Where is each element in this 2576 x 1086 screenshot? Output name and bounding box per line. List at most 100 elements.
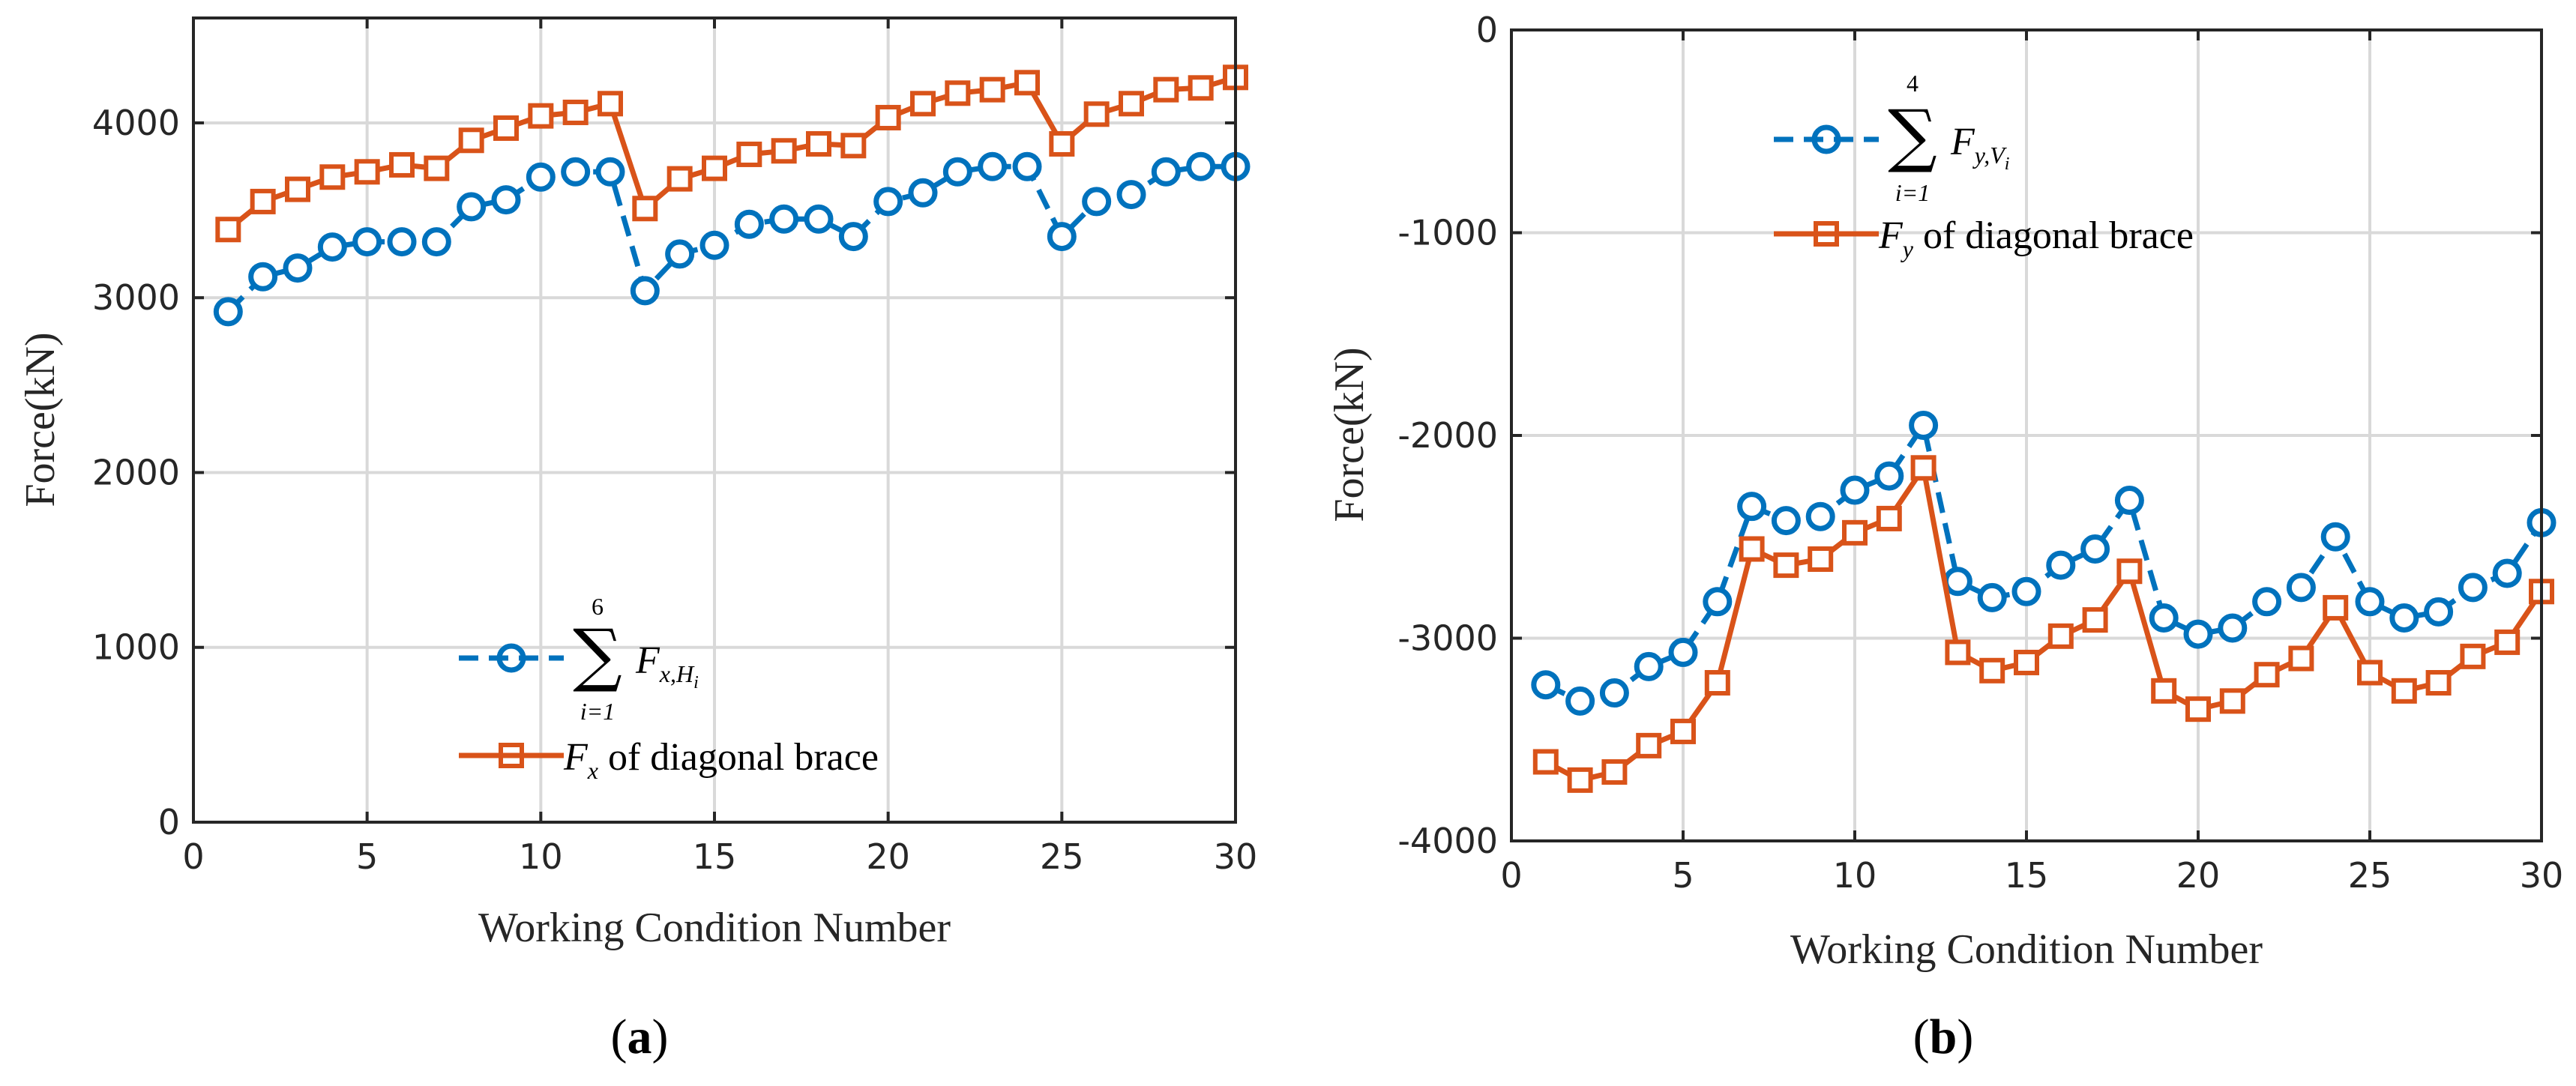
b-point-sum_Fy_V-5 (1668, 637, 1698, 667)
b-point-Fy_diagonal_brace-18 (2116, 558, 2143, 585)
b-point-Fy_diagonal_brace-26 (2391, 678, 2417, 704)
a-point-Fx_diagonal_brace-16 (736, 141, 762, 167)
a-point-sum_Fx_H-27 (1116, 180, 1146, 210)
b-point-Fy_diagonal_brace-23 (2288, 645, 2314, 672)
a-point-Fx_diagonal_brace-3 (285, 176, 310, 202)
b-point-Fy_diagonal_brace-28 (2460, 643, 2486, 669)
b-ylabel: Force(kN) (1326, 347, 1373, 522)
b-legend-marker-2 (1814, 221, 1839, 247)
a-point-sum_Fx_H-9 (491, 185, 521, 215)
a-point-sum_Fx_H-4 (317, 232, 347, 262)
b-point-Fy_diagonal_brace-12 (1910, 455, 1936, 481)
b-xlabel: Working Condition Number (1790, 926, 2263, 973)
b-ytick-label: -3000 (1397, 618, 1498, 659)
b-point-Fy_diagonal_brace-25 (2357, 660, 2383, 686)
a-point-Fx_diagonal_brace-28 (1153, 76, 1179, 103)
b-xtick-label: 15 (2005, 855, 2049, 896)
b-point-sum_Fy_V-19 (2149, 603, 2179, 633)
b-point-sum_Fy_V-3 (1599, 678, 1629, 708)
a-point-sum_Fx_H-28 (1151, 157, 1181, 187)
b-tick-labels: 0 5 10 15 20 25 30 0 -1000 -2000 -3000 -4000 (1397, 10, 2563, 896)
a-point-Fx_diagonal_brace-15 (702, 155, 727, 181)
b-point-Fy_diagonal_brace-11 (1876, 505, 1902, 531)
b-point-sum_Fy_V-8 (1771, 506, 1801, 536)
b-point-Fy_diagonal_brace-19 (2151, 678, 2177, 704)
a-point-sum_Fx_H-2 (248, 262, 278, 292)
a-xtick-label: 0 (182, 836, 204, 877)
b-ytick-label: -4000 (1397, 821, 1498, 861)
a-point-sum_Fx_H-15 (699, 230, 729, 260)
b-point-Fy_diagonal_brace-8 (1773, 552, 1799, 579)
a-xtick-label: 25 (1040, 836, 1084, 877)
b-xtick-label: 10 (1833, 855, 1877, 896)
b-point-sum_Fy_V-21 (2218, 613, 2248, 643)
a-point-Fx_diagonal_brace-19 (840, 133, 867, 159)
a-point-sum_Fx_H-8 (457, 192, 487, 222)
b-ytick-label: -2000 (1397, 415, 1498, 456)
a-point-sum_Fx_H-24 (1012, 151, 1042, 181)
b-point-sum_Fy_V-22 (2252, 587, 2282, 617)
a-legend-label-2: Fx of diagonal brace (563, 736, 879, 784)
a-point-Fx_diagonal_brace-13 (632, 196, 658, 222)
a-point-sum_Fx_H-6 (387, 227, 417, 257)
a-point-sum_Fx_H-21 (908, 178, 938, 208)
b-point-sum_Fy_V-23 (2286, 573, 2316, 603)
b-point-sum_Fy_V-18 (2114, 486, 2144, 516)
b-xtick-label: 0 (1500, 855, 1522, 896)
b-point-sum_Fy_V-6 (1703, 587, 1733, 617)
b-point-sum_Fy_V-12 (1909, 410, 1939, 440)
b-point-Fy_diagonal_brace-2 (1567, 767, 1593, 793)
a-caption: (a) (611, 1010, 669, 1064)
a-legend-entry-2: Fx of diagonal brace (459, 736, 879, 784)
a-legend-marker-1 (496, 643, 526, 673)
a-point-sum_Fx_H-13 (630, 276, 660, 306)
b-legend-label-2: Fy of diagonal brace (1878, 214, 2194, 262)
a-point-sum_Fx_H-26 (1082, 187, 1112, 217)
a-point-Fx_diagonal_brace-2 (250, 188, 276, 214)
a-xlabel: Working Condition Number (478, 905, 951, 951)
a-point-sum_Fx_H-3 (283, 253, 313, 283)
b-point-sum_Fy_V-29 (2492, 558, 2522, 588)
a-point-Fx_diagonal_brace-1 (215, 217, 241, 243)
a-point-Fx_diagonal_brace-21 (910, 91, 936, 117)
a-point-sum_Fx_H-10 (526, 162, 556, 192)
a-point-sum_Fx_H-14 (665, 239, 695, 269)
b-legend: 4 ∑ i=1 Fy,Vi Fy of diagonal brace (1774, 70, 2194, 262)
a-ytick-label: 4000 (92, 103, 180, 143)
a-point-sum_Fx_H-12 (595, 157, 625, 187)
b-point-Fy_diagonal_brace-7 (1739, 536, 1765, 562)
b-point-sum_Fy_V-2 (1565, 686, 1595, 716)
a-point-sum_Fx_H-16 (734, 209, 764, 239)
panel-b: 0 5 10 15 20 25 30 0 -1000 -2000 -3000 -4000 Workin… (1326, 10, 2563, 1064)
b-point-Fy_diagonal_brace-5 (1670, 718, 1696, 744)
b-point-Fy_diagonal_brace-1 (1532, 749, 1559, 775)
b-point-sum_Fy_V-26 (2389, 603, 2419, 633)
b-point-sum_Fy_V-1 (1531, 670, 1561, 700)
a-point-Fx_diagonal_brace-25 (1049, 130, 1075, 157)
a-point-Fx_diagonal_brace-11 (562, 99, 589, 125)
b-point-Fy_diagonal_brace-14 (1979, 657, 2005, 684)
a-point-Fx_diagonal_brace-6 (389, 151, 415, 178)
b-point-Fy_diagonal_brace-4 (1636, 732, 1662, 758)
b-ytick-label: 0 (1476, 10, 1498, 50)
a-legend-sub-1: i=1 (580, 698, 615, 725)
a-point-Fx_diagonal_brace-5 (354, 159, 380, 185)
a-ytick-label: 1000 (92, 627, 180, 668)
b-point-sum_Fy_V-24 (2320, 522, 2350, 552)
a-point-Fx_diagonal_brace-14 (666, 166, 693, 192)
a-xtick-label: 5 (356, 836, 378, 877)
b-grid-lines (1510, 28, 2543, 842)
a-legend-entry-1: 6 ∑ i=1 Fx,Hi (459, 593, 699, 725)
b-point-sum_Fy_V-4 (1634, 651, 1664, 681)
b-point-Fy_diagonal_brace-10 (1842, 519, 1868, 546)
a-point-sum_Fx_H-19 (838, 222, 868, 252)
b-point-Fy_diagonal_brace-9 (1808, 546, 1834, 573)
a-point-sum_Fx_H-29 (1186, 151, 1216, 181)
b-point-sum_Fy_V-16 (2046, 550, 2076, 580)
a-point-Fx_diagonal_brace-7 (424, 155, 450, 181)
b-point-sum_Fy_V-20 (2183, 619, 2213, 649)
a-grid-lines (192, 18, 1237, 824)
a-xtick-label: 15 (693, 836, 737, 877)
a-legend-marker-2 (499, 743, 524, 768)
